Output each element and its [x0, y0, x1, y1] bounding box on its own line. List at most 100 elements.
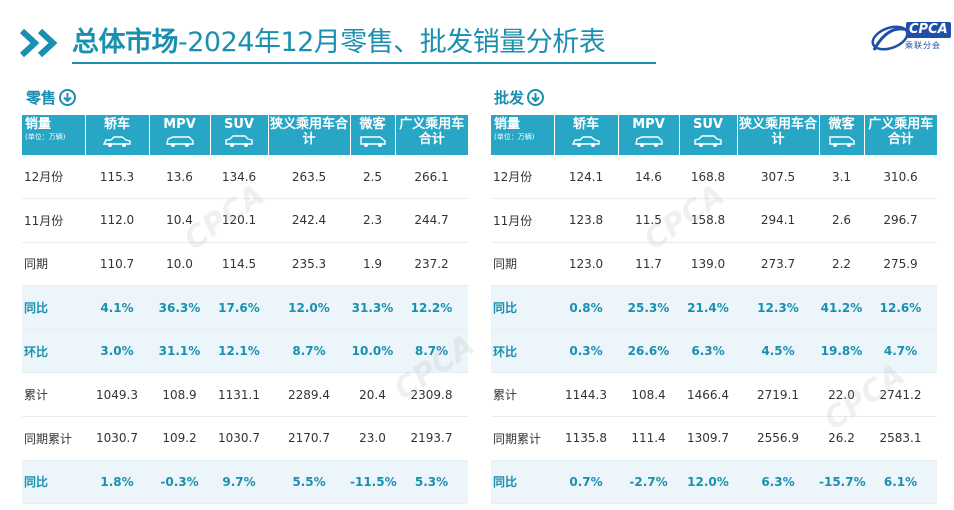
table-row: 11月份 123.8 11.5 158.8 294.1 2.6 296.7	[491, 198, 937, 243]
table-cell: 111.4	[618, 416, 679, 461]
table-cell: 114.5	[210, 242, 268, 287]
row-label: 同期	[491, 242, 554, 287]
row-label: 环比	[491, 329, 554, 374]
column-header-unit: (单位：万辆)	[25, 133, 66, 141]
column-header-label: 销量	[25, 117, 52, 132]
table-cell: 263.5	[268, 155, 350, 200]
table-cell: 244.7	[395, 198, 468, 243]
table-cell: 109.2	[149, 416, 210, 461]
table-cell: 3.1	[819, 155, 864, 200]
table-cell: 12.2%	[395, 285, 468, 330]
table-cell: 1030.7	[210, 416, 268, 461]
column-header: SUV	[210, 115, 269, 155]
table-cell: 108.4	[618, 372, 679, 418]
column-header-unit: (单位：万辆)	[494, 133, 535, 141]
table-cell: 123.8	[554, 198, 618, 243]
column-header: 销量 (单位：万辆)	[491, 115, 555, 155]
sedan-icon	[555, 135, 618, 148]
table-cell: 273.7	[737, 242, 819, 287]
table-cell: 4.7%	[864, 329, 937, 374]
table-cell: 4.5%	[737, 329, 819, 374]
table-cell: 275.9	[864, 242, 937, 287]
table-cell: 1049.3	[85, 372, 149, 418]
row-label: 同期	[22, 242, 85, 287]
title-underline	[72, 62, 656, 64]
table-cell: 10.0	[149, 242, 210, 287]
wholesale-section-label: 批发	[494, 88, 545, 108]
column-header-label: 狭义乘用车合计	[269, 117, 348, 147]
column-header: 销量 (单位：万辆)	[22, 115, 86, 155]
table-cell: 12.1%	[210, 329, 268, 374]
row-label: 同比	[491, 460, 554, 505]
table-cell: 8.7%	[268, 329, 350, 374]
table-cell: 310.6	[864, 155, 937, 200]
retail-label: 零售	[26, 89, 57, 107]
table-cell: 242.4	[268, 198, 350, 243]
table-cell: 237.2	[395, 242, 468, 287]
column-header: 轿车	[85, 115, 150, 155]
column-header-label: SUV	[224, 117, 254, 132]
table-cell: 2193.7	[395, 416, 468, 461]
column-header-label: 微客	[359, 117, 386, 132]
table-cell: 1309.7	[679, 416, 737, 461]
column-header-label: MPV	[632, 117, 665, 132]
table-cell: 2.3	[350, 198, 395, 243]
logo-text: CPCA	[906, 22, 951, 38]
column-header-label: SUV	[693, 117, 723, 132]
table-cell: 2583.1	[864, 416, 937, 461]
row-label: 同比	[22, 460, 85, 505]
table-cell: 120.1	[210, 198, 268, 243]
table-row: 12月份 115.3 13.6 134.6 263.5 2.5 266.1	[22, 155, 468, 200]
table-cell: 1144.3	[554, 372, 618, 418]
minivan-icon	[351, 135, 395, 148]
table-cell: 41.2%	[819, 285, 864, 330]
table-cell: 5.5%	[268, 460, 350, 505]
retail-table: 销量 (单位：万辆) 轿车 MPV SUV 狭义乘用车合计 微客 广义乘用车合计 12月份 11…	[22, 115, 468, 505]
table-cell: 11.5	[618, 198, 679, 243]
table-cell: 123.0	[554, 242, 618, 287]
table-cell: 13.6	[149, 155, 210, 200]
row-label: 11月份	[22, 198, 85, 243]
arrow-down-circle-icon	[59, 89, 77, 106]
column-header-label: 轿车	[103, 117, 130, 132]
column-header: SUV	[679, 115, 738, 155]
table-cell: 26.2	[819, 416, 864, 461]
table-cell: 1030.7	[85, 416, 149, 461]
table-cell: 2.2	[819, 242, 864, 287]
table-cell: 1.9	[350, 242, 395, 287]
table-cell: 2289.4	[268, 372, 350, 418]
table-cell: 2741.2	[864, 372, 937, 418]
table-cell: 139.0	[679, 242, 737, 287]
table-cell: 124.1	[554, 155, 618, 200]
table-cell: 14.6	[618, 155, 679, 200]
table-cell: 3.0%	[85, 329, 149, 374]
table-cell: 2.5	[350, 155, 395, 200]
table-cell: 0.8%	[554, 285, 618, 330]
table-cell: 12.0%	[679, 460, 737, 505]
wholesale-table: 销量 (单位：万辆) 轿车 MPV SUV 狭义乘用车合计 微客 广义乘用车合计 12月份 12…	[491, 115, 937, 505]
table-cell: 6.3%	[737, 460, 819, 505]
table-cell: 6.1%	[864, 460, 937, 505]
table-cell: 25.3%	[618, 285, 679, 330]
row-label: 同比	[22, 285, 85, 330]
table-cell: 134.6	[210, 155, 268, 200]
mpv-icon	[150, 135, 210, 148]
suv-icon	[211, 135, 268, 148]
double-chevron-icon	[19, 28, 58, 58]
row-label: 同期累计	[22, 416, 85, 461]
column-header-label: 销量	[494, 117, 521, 132]
table-cell: 1466.4	[679, 372, 737, 418]
column-header-label: 轿车	[572, 117, 599, 132]
table-cell: 8.7%	[395, 329, 468, 374]
table-cell: 10.0%	[350, 329, 395, 374]
table-cell: 12.3%	[737, 285, 819, 330]
table-cell: 2719.1	[737, 372, 819, 418]
row-label: 12月份	[491, 155, 554, 200]
table-cell: 2309.8	[395, 372, 468, 418]
suv-icon	[680, 135, 737, 148]
table-cell: 168.8	[679, 155, 737, 200]
column-header: MPV	[618, 115, 680, 155]
column-header-label: 微客	[828, 117, 855, 132]
column-header: 狭义乘用车合计	[268, 115, 351, 155]
column-header: 微客	[819, 115, 865, 155]
